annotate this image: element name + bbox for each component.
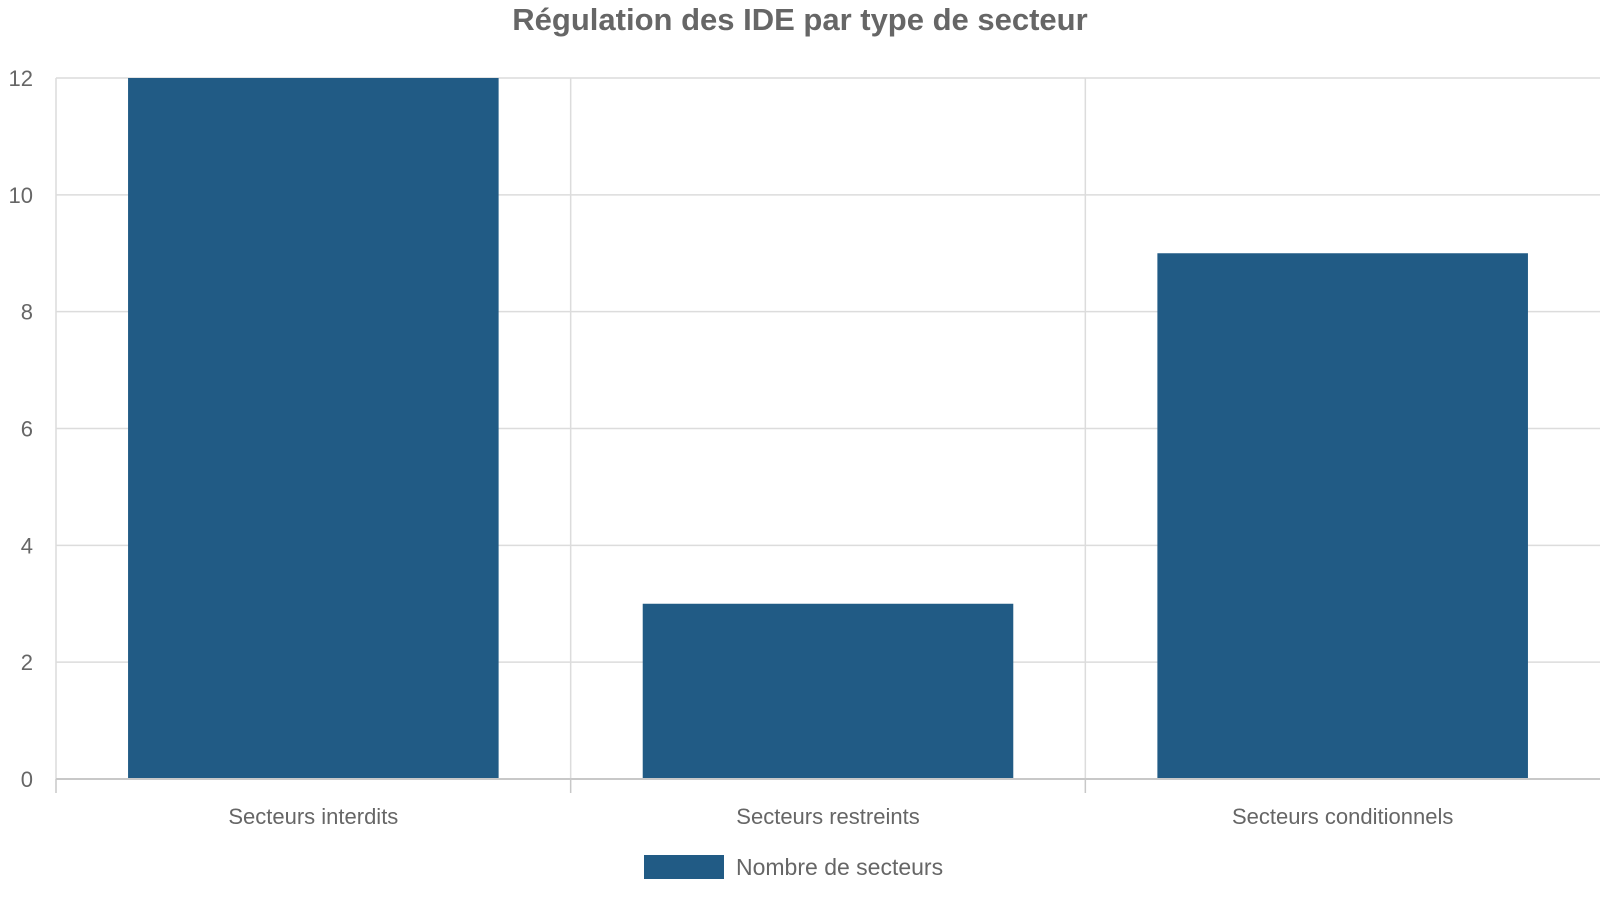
y-tick-label: 4	[21, 533, 33, 558]
chart-title: Régulation des IDE par type de secteur	[512, 2, 1087, 37]
y-tick-label: 10	[9, 183, 33, 208]
bars	[128, 78, 1528, 779]
y-tick-label: 8	[21, 300, 33, 325]
bar	[128, 78, 499, 779]
bar	[1157, 253, 1528, 779]
y-tick-label: 2	[21, 650, 33, 675]
y-tick-label: 0	[21, 767, 33, 792]
y-tick-label: 6	[21, 417, 33, 442]
bar	[642, 603, 1014, 779]
axes: 0 2 4 6 8 10 12 Secteurs interdits Secteurs rest…	[9, 66, 1600, 829]
legend-label: Nombre de secteurs	[736, 854, 943, 880]
legend: Nombre de secteurs	[644, 854, 943, 880]
y-tick-label: 12	[9, 66, 33, 91]
x-tick-label: Secteurs restreints	[736, 804, 919, 829]
x-tick-label: Secteurs conditionnels	[1232, 804, 1453, 829]
x-tick-label: Secteurs interdits	[228, 804, 398, 829]
legend-swatch	[644, 855, 724, 879]
